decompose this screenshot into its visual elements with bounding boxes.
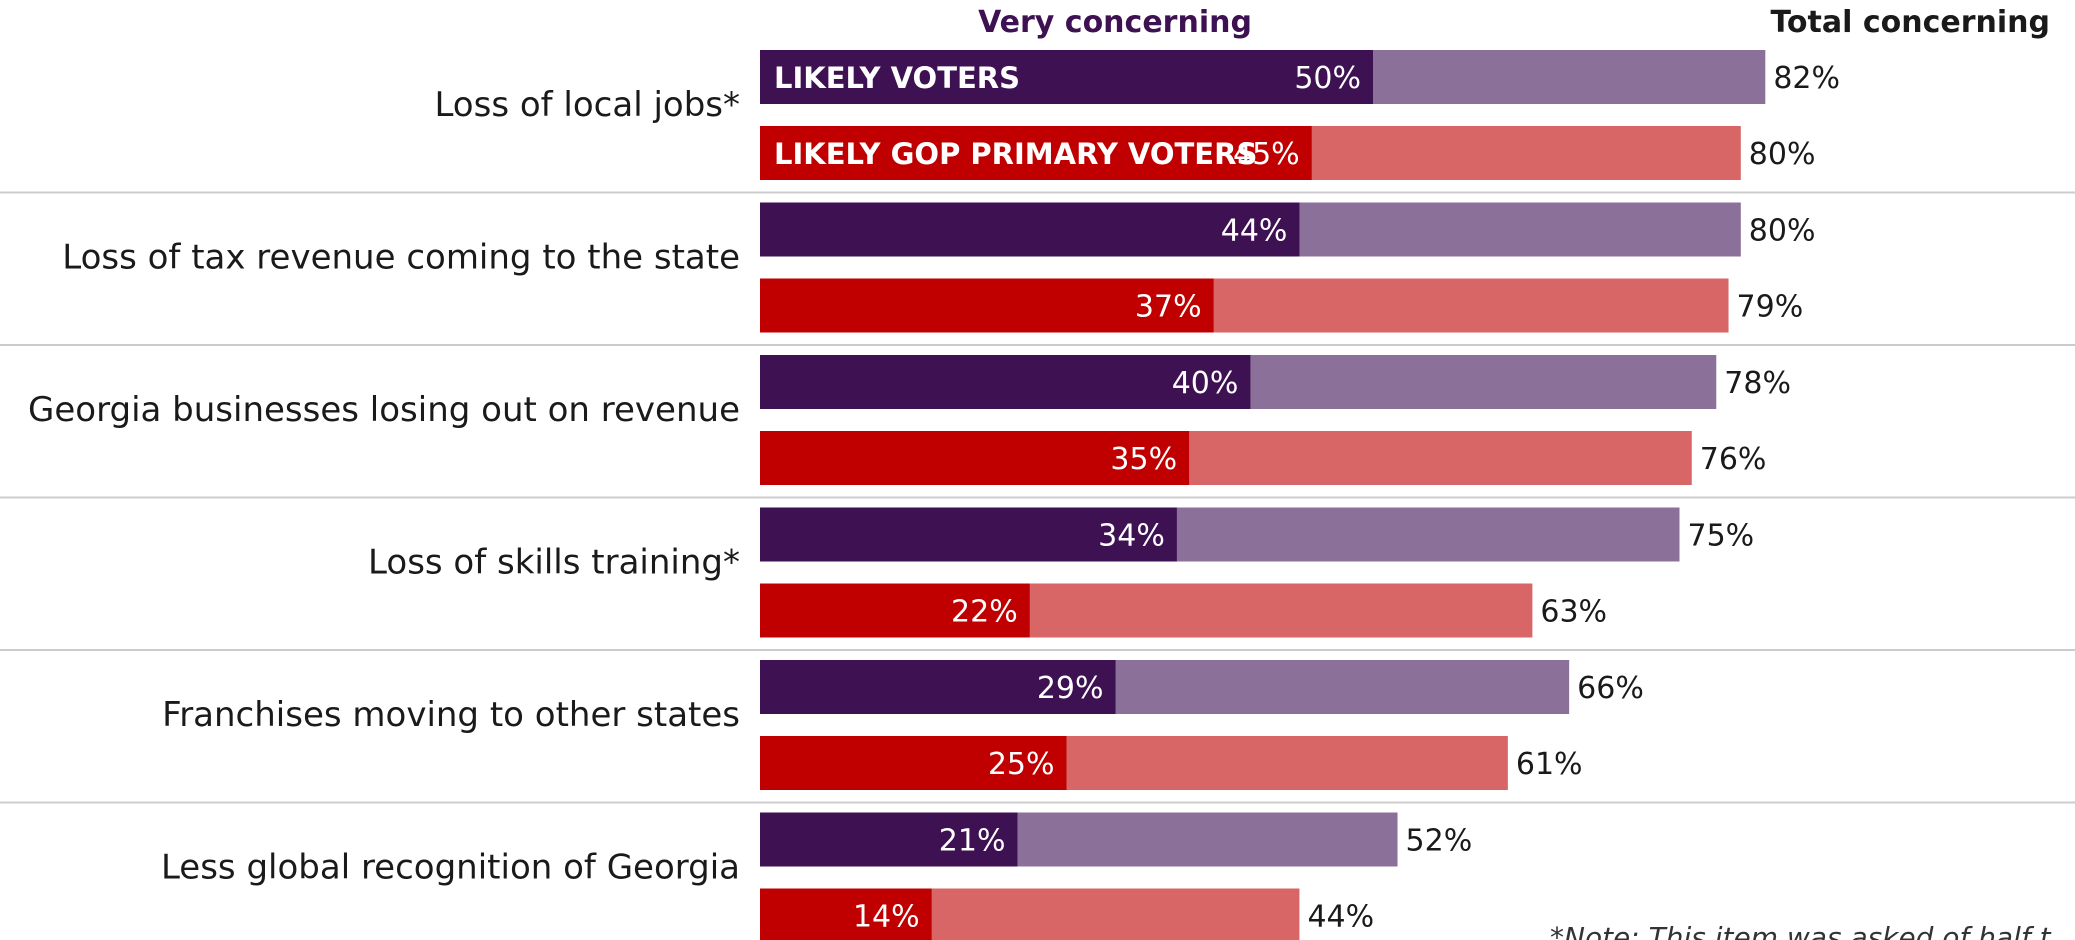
category-label: Loss of tax revenue coming to the state [62, 238, 740, 278]
total-value-label: 61% [1516, 747, 1583, 782]
category-label: Franchises moving to other states [162, 695, 740, 735]
series-name-label: LIKELY GOP PRIMARY VOTERS [774, 137, 1257, 171]
very-value-label: 37% [1135, 290, 1202, 325]
category-label: Loss of local jobs* [434, 85, 740, 125]
category-row: Franchises moving to other states 29% 66% 2… [0, 660, 2075, 804]
total-value-label: 80% [1749, 137, 1816, 172]
category-row: Loss of local jobs* 50% 82% LIKELY VOTERS 45… [0, 50, 2075, 194]
header-total-concerning: Total concerning [1770, 5, 2050, 40]
very-value-label: 35% [1110, 442, 1177, 477]
very-value-label: 44% [1221, 214, 1288, 249]
very-bar [760, 202, 1300, 257]
total-value-label: 79% [1737, 290, 1804, 325]
very-bar [760, 888, 932, 940]
total-value-label: 78% [1724, 366, 1791, 401]
very-value-label: 40% [1172, 366, 1239, 401]
total-value-label: 82% [1773, 61, 1840, 96]
very-value-label: 29% [1037, 671, 1104, 706]
very-bar [760, 660, 1116, 714]
chart-rows: Loss of local jobs* 50% 82% LIKELY VOTERS 45… [0, 50, 2075, 940]
very-value-label: 21% [939, 824, 1006, 859]
total-value-label: 80% [1749, 214, 1816, 249]
very-bar [760, 812, 1018, 867]
category-label: Loss of skills training* [368, 543, 740, 583]
very-value-label: 22% [951, 595, 1018, 630]
very-bar [760, 278, 1214, 333]
category-row: Loss of skills training* 34% 75% 22% 63% [0, 507, 2075, 651]
series-name-label: LIKELY VOTERS [774, 61, 1020, 95]
category-label: Less global recognition of Georgia [161, 848, 740, 888]
very-bar [760, 583, 1030, 638]
very-bar [760, 50, 1373, 104]
very-value-label: 50% [1294, 61, 1361, 96]
total-value-label: 75% [1688, 519, 1755, 554]
total-value-label: 63% [1540, 595, 1607, 630]
total-value-label: 66% [1577, 671, 1644, 706]
very-value-label: 34% [1098, 519, 1165, 554]
footnote: *Note: This item was asked of half t [1550, 921, 2052, 940]
very-value-label: 25% [988, 747, 1055, 782]
header-very-concerning: Very concerning [978, 5, 1252, 40]
very-bar [760, 736, 1067, 790]
category-row: Less global recognition of Georgia 21% 52%… [161, 812, 1473, 940]
very-bar [760, 355, 1251, 409]
category-label: Georgia businesses losing out on revenue [28, 390, 740, 430]
very-bar [760, 126, 1312, 180]
total-value-label: 44% [1307, 900, 1374, 935]
very-bar [760, 507, 1177, 562]
category-row: Loss of tax revenue coming to the state 4… [0, 202, 2075, 346]
very-bar [760, 431, 1190, 485]
category-row: Georgia businesses losing out on revenue… [0, 355, 2075, 499]
total-value-label: 76% [1700, 442, 1767, 477]
total-value-label: 52% [1406, 824, 1473, 859]
very-value-label: 45% [1233, 137, 1300, 172]
very-value-label: 14% [853, 900, 920, 935]
